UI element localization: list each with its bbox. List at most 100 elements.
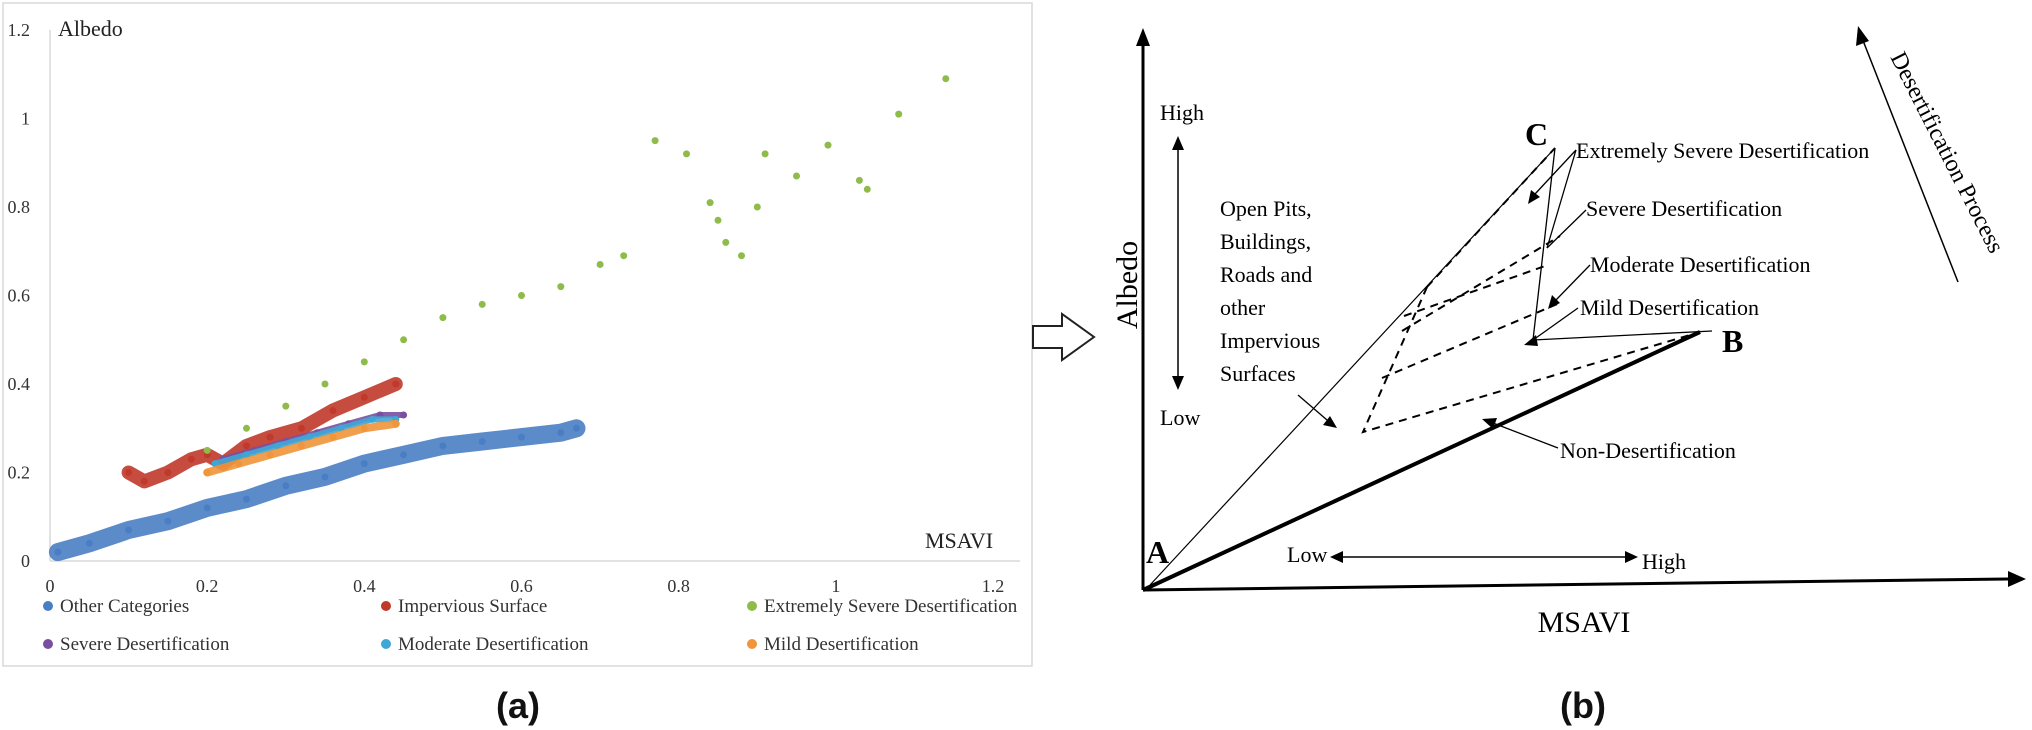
y-low-label: Low xyxy=(1160,405,1200,430)
y-range-arrowhead-down xyxy=(1172,376,1184,390)
y-range-arrowhead-up xyxy=(1172,136,1184,150)
y-tick-4: 0.8 xyxy=(8,197,31,217)
leader-mild-to-c xyxy=(1532,147,1556,341)
point-extremely-severe-desertification-24 xyxy=(895,110,903,118)
series-mild-desertification xyxy=(203,419,400,477)
point-b-label: B xyxy=(1722,323,1743,359)
legend-item-impervious-surface: Impervious Surface xyxy=(381,596,547,617)
y-tick-5: 1 xyxy=(21,109,30,129)
diagram-y-arrowhead xyxy=(1136,28,1150,46)
leader-non xyxy=(1492,422,1559,449)
point-extremely-severe-desertification-10 xyxy=(596,261,604,268)
legend-marker-extremely-severe-desertification xyxy=(747,601,757,611)
point-extremely-severe-desertification-15 xyxy=(714,216,722,224)
point-moderate-desertification-4 xyxy=(337,424,345,432)
point-extremely-severe-desertification-1 xyxy=(243,424,250,432)
x-tick-4: 0.8 xyxy=(667,576,690,596)
point-mild-desertification-3 xyxy=(298,442,305,450)
diagram-x-label: MSAVI xyxy=(1538,606,1631,639)
y-tick-6: 1.2 xyxy=(8,20,31,40)
leader-non-arrowhead xyxy=(1482,418,1497,429)
point-other-categories-6 xyxy=(282,482,290,490)
legend-label-other-categories: Other Categories xyxy=(60,596,189,617)
hollow-arrow-icon xyxy=(1032,312,1096,362)
x-tick-5: 1 xyxy=(831,576,840,596)
y-axis-label: Albedo xyxy=(58,16,123,41)
leader-moderate-arrowhead xyxy=(1548,295,1560,309)
zone-label-extremely-severe: Extremely Severe Desertification xyxy=(1576,138,1869,163)
legend-item-mild-desertification: Mild Desertification xyxy=(747,634,919,655)
point-other-categories-0 xyxy=(54,548,62,556)
y-high-label: High xyxy=(1160,100,1204,125)
point-mild-desertification-5 xyxy=(360,424,368,432)
impervious-line-1: Buildings, xyxy=(1220,229,1311,254)
legend-label-impervious-surface: Impervious Surface xyxy=(398,596,547,617)
process-arrowhead xyxy=(1856,26,1869,46)
point-extremely-severe-desertification-4 xyxy=(360,358,368,366)
point-extremely-severe-desertification-23 xyxy=(863,185,871,193)
point-moderate-desertification-0 xyxy=(211,460,219,468)
point-extremely-severe-desertification-21 xyxy=(824,141,832,149)
point-extremely-severe-desertification-12 xyxy=(651,137,659,145)
point-impervious-surface-8 xyxy=(298,424,305,432)
legend-item-other-categories: Other Categories xyxy=(43,596,189,617)
point-mild-desertification-2 xyxy=(266,451,274,459)
point-extremely-severe-desertification-16 xyxy=(722,238,730,246)
point-mild-desertification-0 xyxy=(203,469,211,476)
point-extremely-severe-desertification-25 xyxy=(942,75,950,83)
y-tick-2: 0.4 xyxy=(8,374,31,394)
x-tick-2: 0.4 xyxy=(353,576,376,596)
point-extremely-severe-desertification-7 xyxy=(478,300,486,308)
legend-item-moderate-desertification: Moderate Desertification xyxy=(381,634,589,655)
legend-marker-severe-desertification xyxy=(43,639,53,649)
line-a-to-b xyxy=(1142,330,1701,592)
zone-label-non: Non-Desertification xyxy=(1560,438,1736,463)
point-other-categories-3 xyxy=(164,517,172,525)
legend: Other Categories Impervious Surface Extrem… xyxy=(43,596,1018,655)
leader-extremely-severe xyxy=(1534,149,1577,195)
point-impervious-surface-6 xyxy=(243,442,250,450)
concept-diagram: Albedo MSAVI High Low Low High A B C Ext… xyxy=(1111,26,2026,639)
point-extremely-severe-desertification-14 xyxy=(706,199,714,207)
y-tick-3: 0.6 xyxy=(8,286,31,306)
point-extremely-severe-desertification-6 xyxy=(439,314,447,322)
legend-label-severe-desertification: Severe Desertification xyxy=(60,634,230,655)
point-extremely-severe-desertification-22 xyxy=(855,176,863,184)
x-tick-3: 0.6 xyxy=(510,576,533,596)
point-impervious-surface-2 xyxy=(164,469,172,476)
point-impervious-surface-7 xyxy=(266,433,274,441)
impervious-line-2: Roads and xyxy=(1220,262,1312,287)
point-mild-desertification-6 xyxy=(392,420,400,428)
series-moderate-desertification xyxy=(211,415,400,468)
point-impervious-surface-0 xyxy=(125,469,133,476)
scatter-chart: 0 0.2 0.4 0.6 0.8 1 1.2 0 0.2 0.4 0.6 0.8 1 1.2 Albe… xyxy=(2,2,1033,667)
point-other-categories-11 xyxy=(478,438,486,445)
legend-label-moderate-desertification: Moderate Desertification xyxy=(398,634,589,655)
impervious-line-5: Surfaces xyxy=(1220,361,1296,386)
impervious-line-0: Open Pits, xyxy=(1220,196,1312,221)
diagram-x-axis xyxy=(1142,577,2009,592)
leader-severe xyxy=(1546,209,1587,249)
series-other-categories xyxy=(48,419,586,562)
point-other-categories-13 xyxy=(557,429,565,437)
point-other-categories-5 xyxy=(243,495,250,503)
y-tick-labels: 0 0.2 0.4 0.6 0.8 1 1.2 xyxy=(8,20,31,571)
point-extremely-severe-desertification-5 xyxy=(400,336,408,344)
point-extremely-severe-desertification-2 xyxy=(282,402,290,410)
point-extremely-severe-desertification-20 xyxy=(793,172,800,180)
impervious-line-4: Impervious xyxy=(1220,328,1320,353)
point-other-categories-8 xyxy=(360,460,368,468)
diagram-x-arrowhead xyxy=(2008,571,2026,587)
scatter-points xyxy=(48,75,950,562)
series-extremely-severe-desertification xyxy=(203,75,950,454)
x-low-label: Low xyxy=(1287,542,1327,567)
dashed-boundary-3 xyxy=(1403,265,1546,317)
dashed-boundary-1 xyxy=(1401,235,1561,332)
impervious-label: Open Pits, Buildings, Roads and other Imperv… xyxy=(1220,196,1320,386)
point-other-categories-1 xyxy=(85,539,93,547)
outer-dashed-boundary xyxy=(1361,147,1701,434)
dashed-boundary-2 xyxy=(1381,301,1563,379)
legend-label-mild-desertification: Mild Desertification xyxy=(764,634,919,655)
point-a-label: A xyxy=(1146,534,1169,570)
